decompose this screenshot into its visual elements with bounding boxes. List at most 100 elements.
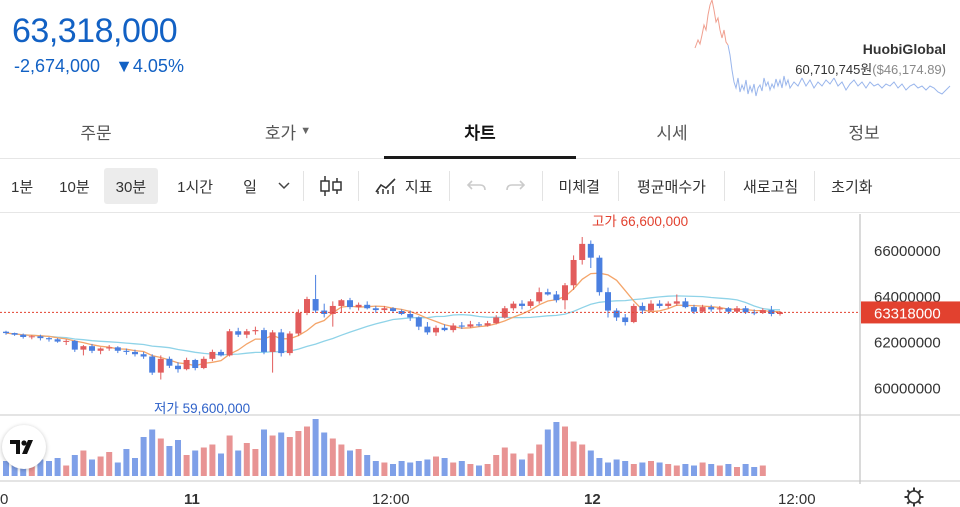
candle-body xyxy=(751,312,758,314)
redo-icon[interactable] xyxy=(496,168,538,204)
volume-bar xyxy=(71,455,78,476)
change-percent: ▼4.05% xyxy=(115,56,184,76)
volume-bar xyxy=(106,452,113,476)
tab-info[interactable]: 정보 xyxy=(768,104,960,158)
volume-bar xyxy=(751,467,758,476)
candle-body xyxy=(476,324,482,326)
exchange-price-usd: ($46,174.89) xyxy=(872,62,946,77)
candle-body xyxy=(630,305,637,323)
interval-1h[interactable]: 1시간 xyxy=(177,178,214,196)
x-tick-label: 11 xyxy=(184,491,200,507)
candle-body xyxy=(338,300,345,306)
candle-body xyxy=(467,324,474,327)
candle-body xyxy=(46,338,52,340)
refresh-button[interactable]: 새로고침 xyxy=(742,178,799,196)
settings-gear-icon[interactable] xyxy=(904,487,924,507)
reset-button[interactable]: 초기화 xyxy=(831,178,873,196)
volume-bar xyxy=(605,462,611,476)
candle-body xyxy=(372,308,379,311)
candle-body xyxy=(269,332,276,352)
current-price: 63,318,000 xyxy=(12,12,178,50)
candlestick-type-icon[interactable] xyxy=(308,168,354,204)
chevron-down-icon[interactable] xyxy=(269,168,299,204)
volume-bar xyxy=(63,465,70,476)
candle-body xyxy=(519,303,525,306)
candle-body xyxy=(183,359,190,370)
volume-bar xyxy=(467,464,474,476)
candle-body xyxy=(80,346,87,350)
volume-bar xyxy=(132,458,138,476)
candle-body xyxy=(54,339,61,342)
mini-chart-line-down xyxy=(727,44,951,97)
candle-body xyxy=(123,350,130,352)
x-tick-label: 12 xyxy=(584,491,601,507)
exchange-name: HuobiGlobal xyxy=(862,41,946,57)
exchange-price: 60,710,745원($46,174.89) xyxy=(795,59,946,78)
interval-10m[interactable]: 10분 xyxy=(59,178,90,196)
interval-1m[interactable]: 1분 xyxy=(11,178,34,196)
candle-body xyxy=(777,312,783,314)
volume-bar xyxy=(261,429,267,476)
tab-trades[interactable]: 시세 xyxy=(576,104,768,158)
toolbar-divider xyxy=(541,171,543,201)
gear-tooth xyxy=(906,489,911,494)
candle-body xyxy=(450,325,457,331)
candle-body xyxy=(11,333,18,335)
candle-body xyxy=(716,308,723,310)
volume-bar xyxy=(183,455,190,476)
volume-bar xyxy=(673,465,680,476)
interval-30m[interactable]: 30분 xyxy=(103,168,159,204)
gear-ring xyxy=(907,490,921,504)
volume-bar xyxy=(742,464,749,476)
candle-body xyxy=(355,304,362,308)
volume-bar xyxy=(381,462,388,476)
candle-body xyxy=(691,307,697,312)
candle-body xyxy=(63,340,70,342)
volume-bar xyxy=(338,444,345,476)
tab-label: 시세 xyxy=(656,123,688,143)
volume-bar xyxy=(3,461,9,476)
volume-bar xyxy=(269,435,276,476)
candle-body xyxy=(605,292,611,311)
candle-body xyxy=(407,314,414,318)
volume-bar xyxy=(157,438,164,476)
volume-bars xyxy=(3,419,766,476)
tradingview-logo[interactable] xyxy=(2,425,46,469)
candle-body xyxy=(579,243,586,260)
candle-body xyxy=(682,301,689,308)
candle-body xyxy=(218,351,224,356)
volume-bar xyxy=(278,432,285,476)
candle-body xyxy=(699,307,706,312)
candle-body xyxy=(527,301,534,306)
volume-bar xyxy=(372,461,379,476)
change-amount: -2,674,000 xyxy=(14,56,101,76)
volume-bar xyxy=(544,429,551,476)
x-tick-label: 12:00 xyxy=(372,491,410,507)
tab-chart[interactable]: 차트 xyxy=(384,104,576,159)
volume-bar xyxy=(252,449,259,476)
y-tick-label: 60000000 xyxy=(874,381,941,398)
tab-order[interactable]: 주문 xyxy=(0,104,192,158)
tab-orderbook[interactable]: 호가 ▼ xyxy=(192,104,384,158)
gear-tooth xyxy=(906,500,911,505)
candles xyxy=(3,236,783,380)
candle-body xyxy=(725,308,732,312)
interval-day[interactable]: 일 xyxy=(243,178,257,196)
indicator-icon xyxy=(375,178,396,194)
candlestick-chart[interactable]: 6600000064000000620000006000000063318000… xyxy=(0,214,960,507)
candle-body xyxy=(243,331,250,335)
tab-label: 호가 xyxy=(264,123,297,143)
high-label: 고가 66,600,000 xyxy=(592,214,688,229)
candle-body xyxy=(347,300,353,308)
volume-bar xyxy=(759,465,766,476)
unfilled-orders-button[interactable]: 미체결 xyxy=(558,178,600,196)
avg-buy-price-button[interactable]: 평균매수가 xyxy=(636,178,706,196)
volume-bar xyxy=(519,459,525,476)
volume-bar xyxy=(501,447,508,476)
undo-icon[interactable] xyxy=(454,168,496,204)
indicator-button[interactable]: 지표 xyxy=(363,168,445,204)
volume-bar xyxy=(37,459,44,476)
candle-body xyxy=(493,317,500,324)
y-tick-label: 66000000 xyxy=(874,243,941,260)
volume-bar xyxy=(347,450,353,476)
